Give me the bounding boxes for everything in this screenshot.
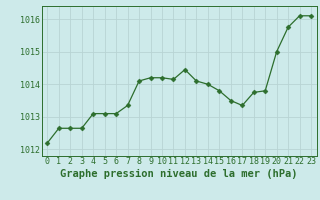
X-axis label: Graphe pression niveau de la mer (hPa): Graphe pression niveau de la mer (hPa) xyxy=(60,169,298,179)
